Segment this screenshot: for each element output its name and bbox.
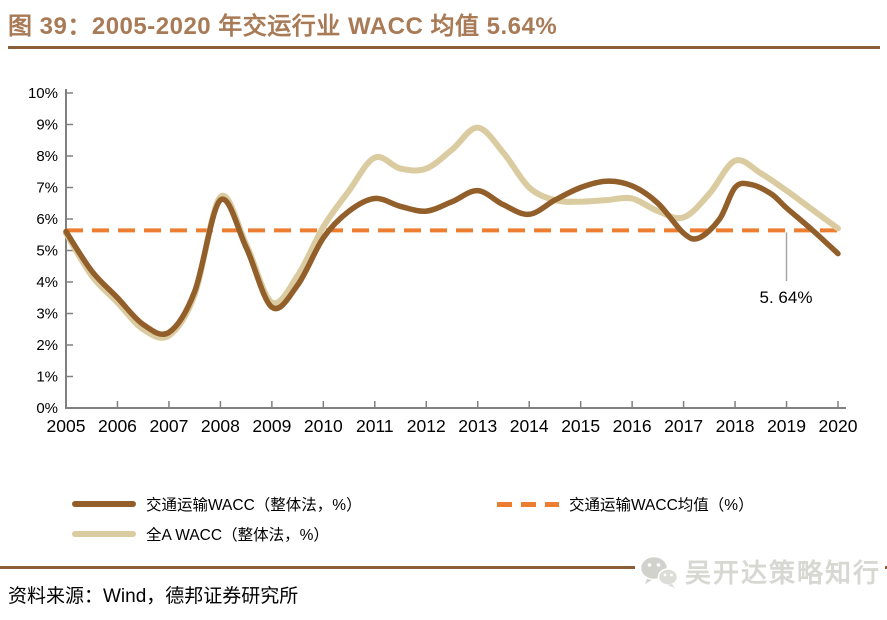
- x-tick-label: 2010: [304, 416, 343, 436]
- legend-swatch-transport-wacc: [72, 501, 136, 507]
- x-tick-label: 2012: [407, 416, 446, 436]
- y-tick-label: 9%: [36, 117, 58, 134]
- footer-separator: [0, 566, 887, 569]
- y-tick-label: 8%: [36, 148, 58, 165]
- legend-label: 交通运输WACC均值（%）: [569, 497, 754, 514]
- x-tick-label: 2015: [561, 416, 600, 436]
- series-line: [63, 178, 841, 338]
- y-tick-label: 5%: [36, 243, 58, 260]
- y-tick-label: 1%: [36, 369, 58, 386]
- legend-item-all-a-wacc: 全A WACC（整体法，%）: [72, 524, 329, 544]
- x-tick-label: 2007: [149, 416, 188, 436]
- x-tick-label: 2013: [458, 416, 497, 436]
- legend-label: 全A WACC（整体法，%）: [146, 527, 329, 544]
- wacc-line-chart: 0% 1% 2% 3% 4% 5% 6% 7% 8% 9% 10% 2005 2006 2007 2008 2…: [28, 85, 858, 436]
- watermark: 吴开达策略知行: [634, 551, 885, 592]
- legend-item-transport-wacc: 交通运输WACC（整体法，%）: [72, 494, 362, 514]
- x-tick-label: 2019: [767, 416, 806, 436]
- y-tick-label: 6%: [36, 211, 58, 228]
- legend-label: 交通运输WACC（整体法，%）: [146, 497, 362, 514]
- x-tick-label: 2014: [510, 416, 549, 436]
- x-tick-label: 2016: [613, 416, 652, 436]
- y-tick-label: 4%: [36, 274, 58, 291]
- mean-value-annotation: 5. 64%: [760, 288, 813, 307]
- legend-item-transport-wacc-mean: 交通运输WACC均值（%）: [497, 494, 754, 514]
- source-note: 资料来源：Wind，德邦证券研究所: [8, 586, 299, 607]
- x-tick-label: 2020: [819, 416, 858, 436]
- x-tick-label: 2006: [98, 416, 137, 436]
- x-tick-label: 2005: [47, 416, 86, 436]
- x-tick-label: 2017: [664, 416, 703, 436]
- y-tick-label: 2%: [36, 337, 58, 354]
- y-tick-label: 0%: [36, 400, 58, 417]
- x-tick-label: 2009: [252, 416, 291, 436]
- legend-swatch-all-a-wacc: [72, 531, 136, 537]
- x-tick-label: 2008: [201, 416, 240, 436]
- series-line: [63, 124, 841, 341]
- y-tick-label: 3%: [36, 306, 58, 323]
- title-separator: [8, 46, 880, 49]
- y-tick-label: 10%: [28, 85, 58, 102]
- legend-swatch-transport-wacc-mean: [497, 501, 559, 507]
- y-tick-label: 7%: [36, 180, 58, 197]
- x-tick-label: 2011: [356, 416, 394, 436]
- wechat-icon: [639, 555, 679, 588]
- x-tick-label: 2018: [716, 416, 755, 436]
- chart-title: 图 39：2005-2020 年交运行业 WACC 均值 5.64%: [8, 13, 558, 40]
- watermark-text: 吴开达策略知行: [684, 558, 881, 588]
